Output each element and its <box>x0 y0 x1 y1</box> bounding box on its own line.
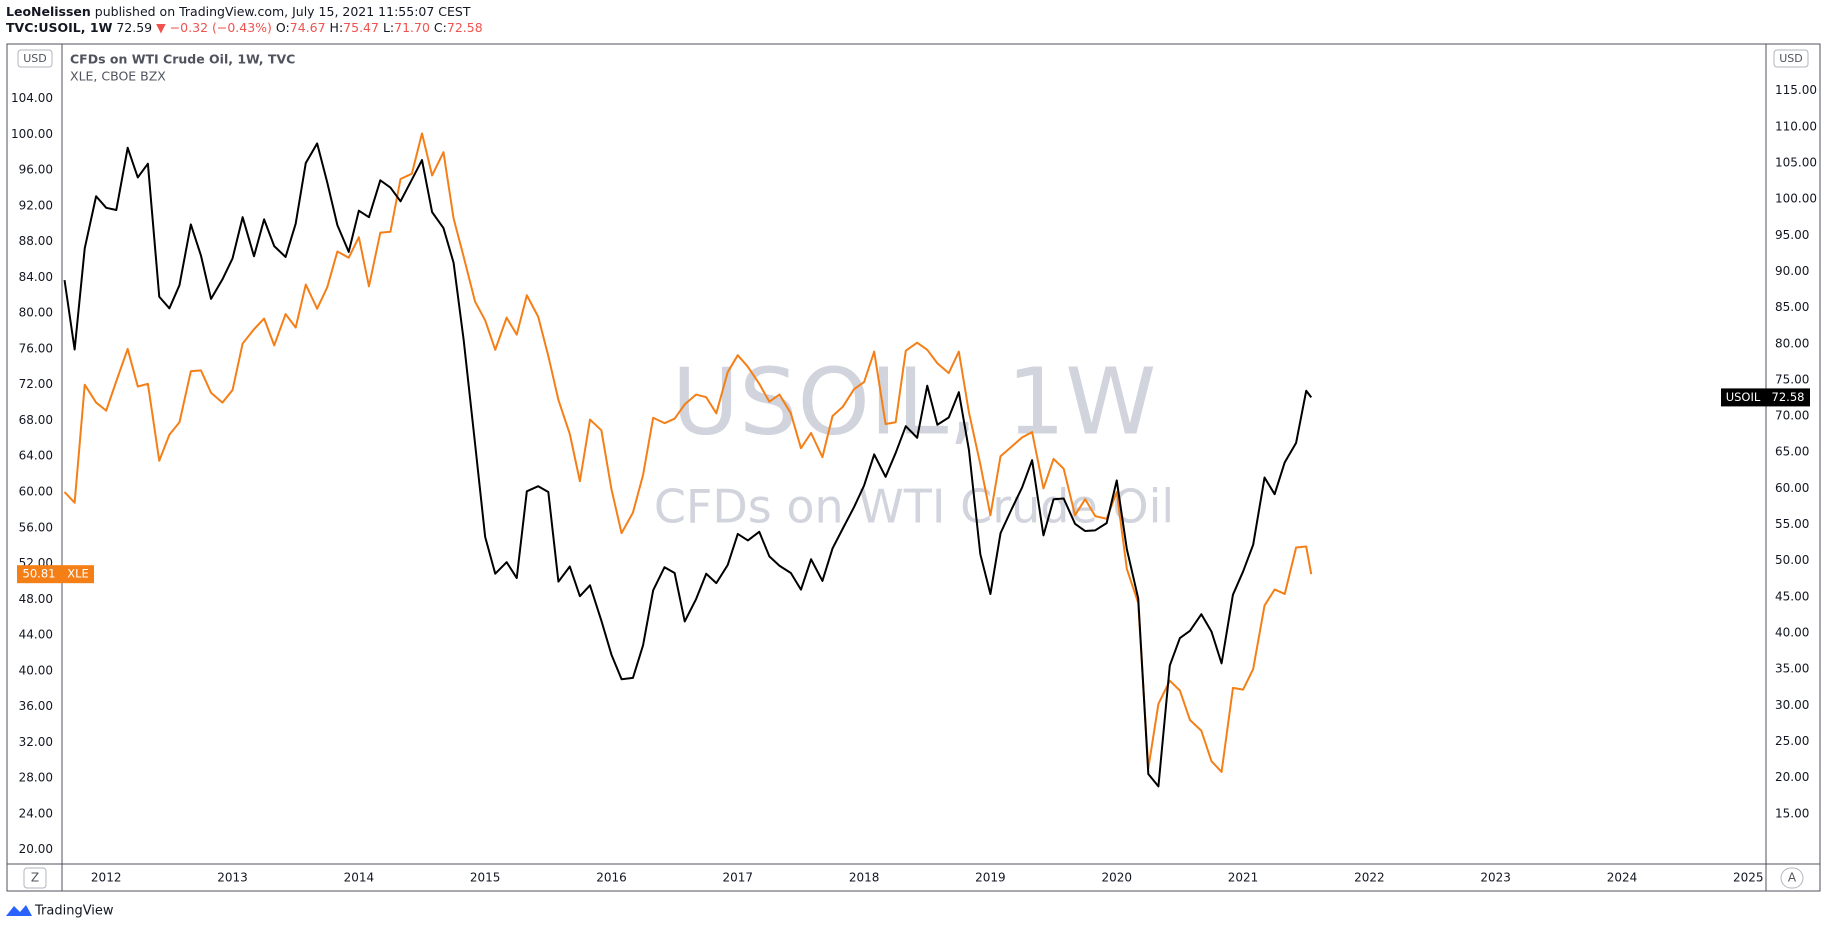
ohlc-l-label: L: <box>382 20 395 35</box>
publish-line: LeoNelissen published on TradingView.com… <box>6 4 471 19</box>
brand-logo <box>6 905 32 916</box>
chart-frame <box>6 43 1821 892</box>
y2-tick-label: 40.00 <box>1775 626 1809 640</box>
y2-tick-label: 15.00 <box>1775 806 1809 820</box>
price-badge <box>1721 388 1766 407</box>
y-tick-label: 80.00 <box>19 306 53 320</box>
x-tick-label: 2024 <box>1607 871 1638 885</box>
y2-tick-label: 85.00 <box>1775 300 1809 314</box>
y2-tick-label: 115.00 <box>1775 83 1817 97</box>
ohlc-h-label: H: <box>329 20 344 35</box>
badge-name: USOIL <box>1726 390 1761 404</box>
y-tick-label: 20.00 <box>19 842 53 856</box>
currency-badge-right[interactable] <box>1773 49 1809 68</box>
y-tick-label: 28.00 <box>19 771 53 785</box>
x-tick-label: 2017 <box>723 871 754 885</box>
x-tick-label: 2013 <box>217 871 248 885</box>
z-button-label[interactable]: Z <box>31 871 39 885</box>
badge-value: 72.58 <box>1772 390 1805 404</box>
badge-value: 50.81 <box>23 567 56 581</box>
x-tick-label: 2015 <box>470 871 501 885</box>
y2-tick-label: 95.00 <box>1775 228 1809 242</box>
ohlc-h: 75.47 <box>343 20 379 35</box>
y-tick-label: 24.00 <box>19 806 53 820</box>
y-tick-label: 64.00 <box>19 449 53 463</box>
y2-tick-label: 25.00 <box>1775 734 1809 748</box>
y-tick-label: 84.00 <box>19 270 53 284</box>
y2-tick-label: 55.00 <box>1775 517 1809 531</box>
y2-tick-label: 90.00 <box>1775 264 1809 278</box>
brand: TradingView <box>34 904 114 919</box>
y2-tick-label: 30.00 <box>1775 698 1809 712</box>
published: published on TradingView.com, July 15, 2… <box>94 4 471 19</box>
x-tick-label: 2016 <box>596 871 627 885</box>
y-tick-label: 92.00 <box>19 198 53 212</box>
y-tick-label: 88.00 <box>19 234 53 248</box>
y2-tick-label: 60.00 <box>1775 481 1809 495</box>
ohlc-o-label: O: <box>275 20 290 35</box>
y2-tick-label: 50.00 <box>1775 553 1809 567</box>
x-tick-label: 2022 <box>1354 871 1385 885</box>
y-tick-label: 32.00 <box>19 735 53 749</box>
price-badge <box>62 565 94 584</box>
watermark-description: CFDs on WTI Crude Oil <box>654 480 1174 534</box>
x-tick-label: 2019 <box>975 871 1006 885</box>
ohlc-l: 71.70 <box>394 20 430 35</box>
y-tick-label: 76.00 <box>19 341 53 355</box>
legend-xle: XLE, CBOE BZX <box>70 69 166 84</box>
last-price: 72.59 <box>116 20 153 35</box>
change: ▼ −0.32 (−0.43%) <box>156 20 272 35</box>
symbol: TVC:USOIL, 1W <box>6 20 113 35</box>
watermark-symbol: USOIL, 1W <box>672 348 1157 455</box>
a-button[interactable] <box>1780 867 1804 889</box>
y-tick-label: 48.00 <box>19 592 53 606</box>
y2-tick-label: 45.00 <box>1775 589 1809 603</box>
x-tick-label: 2014 <box>344 871 375 885</box>
ohlc-c: 72.58 <box>446 20 483 35</box>
ohlc-c-label: C: <box>433 20 447 35</box>
y2-tick-label: 80.00 <box>1775 336 1809 350</box>
x-tick-label: 2021 <box>1228 871 1259 885</box>
y-tick-label: 60.00 <box>19 485 53 499</box>
x-tick-label: 2018 <box>849 871 880 885</box>
y-tick-label: 36.00 <box>19 699 53 713</box>
y-tick-label: 100.00 <box>11 127 53 141</box>
x-tick-label: 2020 <box>1101 871 1132 885</box>
price-badge <box>1766 388 1810 407</box>
currency-left[interactable]: USD <box>23 52 47 65</box>
y2-tick-label: 35.00 <box>1775 662 1809 676</box>
x-tick-label: 2023 <box>1480 871 1511 885</box>
y2-tick-label: 75.00 <box>1775 372 1809 386</box>
currency-right[interactable]: USD <box>1779 52 1803 65</box>
x-tick-label: 2012 <box>91 871 122 885</box>
y2-tick-label: 20.00 <box>1775 770 1809 784</box>
currency-badge-left[interactable] <box>17 49 53 68</box>
author: LeoNelissen <box>6 4 91 19</box>
y2-tick-label: 70.00 <box>1775 409 1809 423</box>
y2-tick-label: 105.00 <box>1775 155 1817 169</box>
x-tick-label: 2025 <box>1733 871 1764 885</box>
z-button[interactable] <box>23 867 47 889</box>
y-tick-label: 56.00 <box>19 520 53 534</box>
y-tick-label: 104.00 <box>11 91 53 105</box>
y-tick-label: 96.00 <box>19 163 53 177</box>
y-tick-label: 72.00 <box>19 377 53 391</box>
ohlc-o: 74.67 <box>289 20 326 35</box>
y-tick-label: 68.00 <box>19 413 53 427</box>
a-button-label[interactable]: A <box>1788 871 1797 885</box>
badge-name: XLE <box>67 567 89 581</box>
y-tick-label: 44.00 <box>19 628 53 642</box>
legend-usoil: CFDs on WTI Crude Oil, 1W, TVC <box>70 52 295 67</box>
series-line <box>63 142 1313 788</box>
y2-tick-label: 100.00 <box>1775 192 1817 206</box>
y2-tick-label: 65.00 <box>1775 445 1809 459</box>
quote-line: TVC:USOIL, 1W 72.59 ▼ −0.32 (−0.43%) O:7… <box>6 20 483 35</box>
price-badge <box>17 565 62 584</box>
y2-tick-label: 110.00 <box>1775 119 1817 133</box>
y-tick-label: 40.00 <box>19 663 53 677</box>
